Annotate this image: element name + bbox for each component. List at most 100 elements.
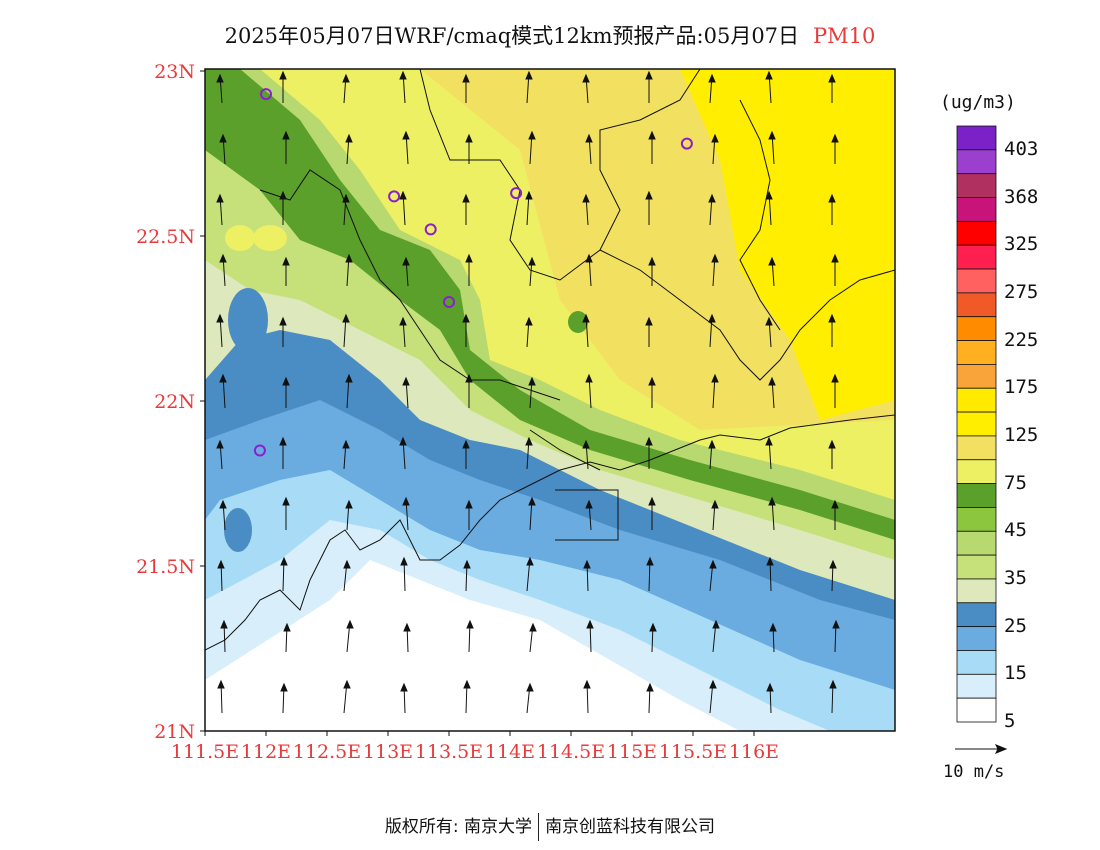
wind-arrow (216, 313, 224, 348)
wind-arrow (766, 556, 774, 592)
wind-arrow (582, 193, 590, 226)
wind-arrow (765, 316, 773, 348)
colorbar-label: 368 (1004, 185, 1039, 208)
wind-arrow (831, 133, 839, 164)
colorbar-swatch (956, 411, 997, 437)
colorbar-label: 403 (1004, 137, 1039, 160)
wind-arrow (342, 439, 350, 470)
colorbar-swatch (956, 125, 997, 151)
wind-arrow (342, 73, 350, 104)
wind-arrow (582, 73, 590, 104)
wind-arrow (463, 559, 471, 592)
map-title-main: 2025年05月07日WRF/cmaq模式12km预报产品:05月07日 (224, 24, 800, 48)
wind-arrow (283, 622, 291, 653)
wind-arrow (462, 73, 470, 103)
lon-label: 112E (241, 741, 291, 763)
lon-label: 114E (485, 741, 535, 763)
footer-separator (538, 813, 540, 841)
province-boundary-1 (259, 169, 561, 401)
wind-arrow (282, 130, 290, 164)
wind-arrow (462, 439, 470, 469)
colorbar-swatch (956, 650, 997, 675)
wind-arrow (582, 313, 590, 348)
wind-arrow (465, 253, 473, 286)
lon-label: 113E (363, 741, 413, 763)
wind-arrow (645, 316, 653, 347)
city-marker (260, 88, 272, 101)
colorbar-label: 325 (1004, 233, 1039, 256)
lon-label: 115.5E (659, 741, 727, 763)
colorbar-swatch (956, 697, 997, 723)
wind-arrow (345, 253, 353, 287)
wind-arrow (216, 439, 224, 470)
wind-arrow (586, 619, 594, 653)
hongkong-boundary (555, 489, 619, 541)
wind-arrow (709, 559, 717, 592)
coastline (205, 414, 895, 651)
wind-arrow (711, 373, 719, 409)
wind-arrow (583, 559, 591, 592)
colorbar-swatch (956, 626, 997, 651)
wind-arrow (525, 190, 533, 226)
wind-arrow (399, 316, 407, 348)
wind-arrow (528, 256, 536, 287)
concentration-field (205, 69, 895, 731)
colorbar-label: 15 (1004, 662, 1027, 685)
wind-arrow (462, 193, 470, 225)
wind-vectors (216, 70, 840, 714)
wind-arrow (831, 499, 839, 530)
colorbar-label: 5 (1004, 710, 1016, 732)
wind-arrow (217, 559, 225, 592)
colorbar-swatch (956, 220, 997, 246)
wind-arrow (711, 133, 719, 165)
wind-arrow (220, 619, 228, 653)
city-marker (316, 50, 326, 60)
wind-arrow (829, 679, 837, 714)
colorbar-swatch (956, 292, 997, 318)
wind-arrow (219, 253, 227, 287)
wind-arrow (769, 622, 777, 653)
band-northeast-high (680, 69, 895, 420)
wind-arrow (526, 682, 534, 714)
wind-arrow (399, 436, 407, 470)
colorbar-swatch (956, 316, 997, 341)
wind-arrow (282, 496, 290, 530)
city-marker (253, 444, 266, 457)
wind-arrow (279, 190, 287, 225)
wind-arrow (279, 316, 287, 347)
wind-arrow (828, 193, 836, 225)
wind-arrow (765, 436, 773, 470)
bay-boundary (529, 429, 601, 471)
colorbar-label: 125 (1004, 423, 1039, 446)
colorbar-swatch (956, 578, 997, 604)
wind-reference-label: 10 m/s (943, 762, 1005, 782)
wind-arrow (711, 499, 719, 531)
wind-arrow (399, 190, 407, 226)
wind-arrow (768, 130, 776, 165)
colorbar-swatch (956, 507, 997, 532)
city-marker (680, 137, 693, 150)
wind-arrow (648, 376, 656, 408)
wind-arrow (582, 439, 590, 470)
city-markers (253, 50, 693, 457)
lat-label: 23N (154, 61, 195, 83)
lat-label: 21.5N (136, 556, 195, 578)
wind-arrow (708, 73, 716, 104)
city-marker (424, 223, 437, 236)
colorbar-swatch (956, 602, 997, 628)
colorbar-label: 75 (1004, 471, 1027, 494)
lon-label: 115E (607, 741, 657, 763)
lat-label: 21N (154, 721, 195, 743)
wind-arrow (342, 193, 350, 226)
colorbar-label: 25 (1004, 614, 1027, 637)
wind-arrow (831, 373, 839, 408)
coastline-and-boundaries (205, 69, 895, 651)
wind-arrow (831, 253, 839, 286)
wind-arrow (645, 190, 653, 225)
lon-label: 114.5E (537, 741, 605, 763)
city-marker (468, 53, 478, 63)
wind-arrow (465, 499, 473, 530)
wind-arrow (768, 256, 776, 287)
colorbar-swatch (956, 554, 997, 580)
wind-arrow (646, 556, 654, 592)
